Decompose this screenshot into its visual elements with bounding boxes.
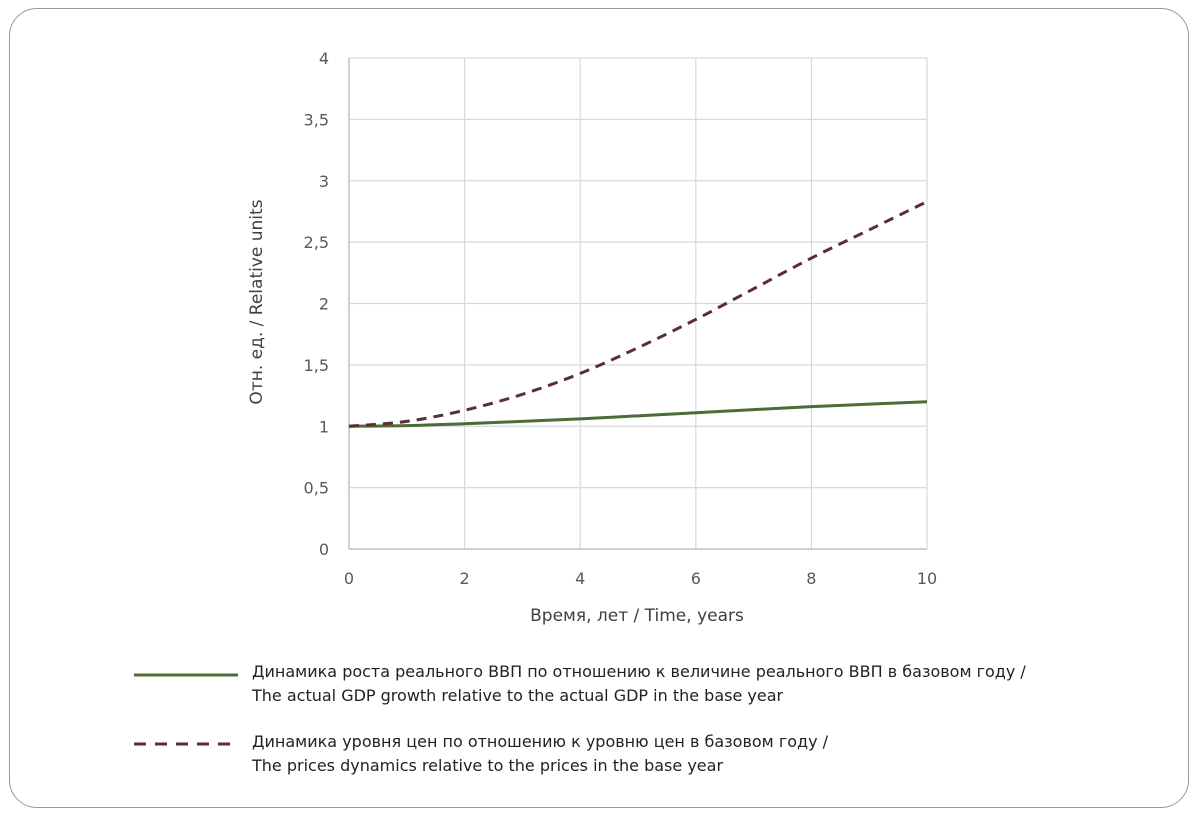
legend-prices-ru: Динамика уровня цен по отношению к уровн… [252,732,829,751]
x-tick-label: 2 [460,569,470,588]
legend-gdp-en: The actual GDP growth relative to the ac… [252,686,784,705]
x-axis-label: Время, лет / Time, years [530,606,744,626]
legend-entry-gdp: Динамика роста реального ВВП по отношени… [252,660,1026,708]
tick-labels: 0 0,5 1 1,5 2 2,5 3 3,5 4 0 2 4 6 8 10 [304,49,938,588]
legend-line-prices [134,742,238,746]
legend-prices-en: The prices dynamics relative to the pric… [252,756,724,775]
legend-entry-prices: Динамика уровня цен по отношению к уровн… [252,730,828,778]
legend-line-gdp [134,673,238,677]
x-tick-label: 4 [575,569,585,588]
x-tick-label: 6 [691,569,701,588]
y-tick-label: 3,5 [304,110,329,129]
y-tick-label: 2 [319,295,329,314]
y-tick-label: 1,5 [304,356,329,375]
y-tick-label: 3 [319,172,329,191]
grid [349,57,928,549]
legend-gdp-ru: Динамика роста реального ВВП по отношени… [252,662,1026,681]
series-lines [348,200,928,428]
series-line-prices [348,200,928,428]
y-tick-label: 0,5 [304,479,329,498]
axes [348,58,927,550]
x-tick-label: 10 [917,569,937,588]
x-tick-label: 8 [806,569,816,588]
y-tick-label: 0 [319,540,329,559]
y-tick-label: 1 [319,417,329,436]
y-tick-label: 2,5 [304,233,329,252]
y-axis-label: Отн. ед. / Relative units [247,199,267,404]
series-line-gdp [348,400,928,428]
y-tick-label: 4 [319,49,329,68]
x-tick-label: 0 [344,569,354,588]
